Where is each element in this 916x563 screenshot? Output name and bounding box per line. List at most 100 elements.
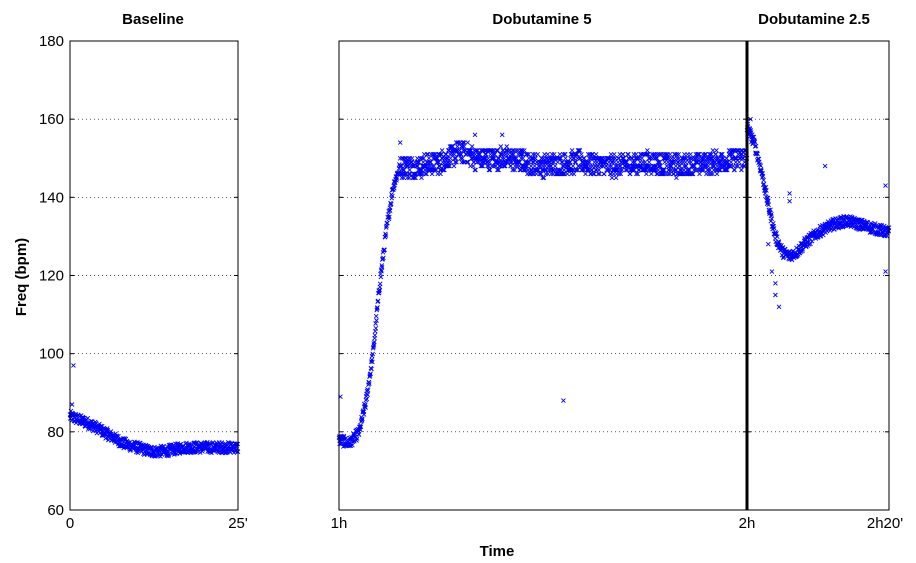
data-point <box>619 167 625 173</box>
data-point <box>677 167 683 173</box>
data-point <box>644 148 650 153</box>
data-point <box>520 155 526 161</box>
data-point <box>489 163 495 169</box>
data-point <box>674 175 679 181</box>
data-point <box>692 163 697 169</box>
data-point <box>610 159 615 165</box>
data-point <box>752 144 758 149</box>
data-point <box>451 151 457 157</box>
data-point <box>459 144 465 149</box>
data-point <box>701 167 706 173</box>
data-point <box>771 225 777 231</box>
data-point <box>519 151 524 157</box>
data-point <box>646 155 652 161</box>
data-point <box>452 159 458 165</box>
data-point <box>800 246 806 252</box>
data-point <box>406 175 412 181</box>
data-point <box>424 151 430 157</box>
data-point <box>515 159 521 165</box>
data-point <box>627 171 633 177</box>
data-point <box>787 198 792 204</box>
data-point <box>656 151 662 157</box>
data-point <box>374 318 379 323</box>
panel-title-baseline: Baseline <box>122 11 184 28</box>
data-point <box>683 163 689 169</box>
data-point <box>482 155 487 161</box>
data-point <box>872 221 878 226</box>
data-point <box>597 171 602 177</box>
data-point <box>651 151 656 157</box>
x-tick-label: 1h <box>331 515 348 532</box>
data-point <box>517 167 523 173</box>
data-point <box>375 305 380 310</box>
data-point <box>883 183 888 188</box>
data-point <box>451 163 457 169</box>
data-point <box>571 171 577 177</box>
data-point <box>752 139 758 145</box>
data-point <box>510 167 516 173</box>
data-point <box>368 371 373 377</box>
data-point <box>724 167 730 173</box>
data-point <box>426 155 432 161</box>
data-point <box>473 167 478 173</box>
data-point <box>585 159 591 165</box>
data-point <box>496 167 501 173</box>
data-point <box>513 148 519 153</box>
data-point <box>458 155 464 161</box>
data-point <box>723 167 729 173</box>
data-point <box>679 171 685 177</box>
data-point <box>709 163 715 169</box>
data-point <box>673 167 679 173</box>
data-point <box>761 181 767 187</box>
data-point <box>460 140 466 145</box>
data-point <box>612 159 617 165</box>
data-point <box>402 171 407 177</box>
data-point <box>482 151 488 157</box>
data-point <box>476 155 481 161</box>
data-point <box>445 159 450 165</box>
data-point <box>719 151 725 157</box>
data-point <box>438 151 444 157</box>
data-point <box>593 151 599 157</box>
data-point <box>618 171 624 177</box>
data-point <box>769 216 775 222</box>
data-point <box>373 325 379 331</box>
y-tick-label: 140 <box>39 189 64 206</box>
data-point <box>370 345 376 351</box>
tick-labels: 0 25' 1h 2h 2h20' 60 80 100 120 140 160 180 <box>39 33 903 532</box>
data-point <box>621 155 627 161</box>
data-point <box>764 188 769 193</box>
data-point <box>706 171 712 177</box>
data-point <box>447 163 452 169</box>
data-point <box>674 151 680 157</box>
data-point <box>399 175 405 181</box>
data-point <box>487 167 493 173</box>
data-point <box>388 201 394 207</box>
data-point <box>469 144 475 149</box>
data-point <box>765 241 771 247</box>
data-point <box>625 163 631 169</box>
data-point <box>687 167 692 173</box>
data-point <box>379 264 385 270</box>
data-point <box>414 163 420 169</box>
data-point <box>688 151 693 157</box>
data-point <box>664 155 670 161</box>
data-point <box>573 159 579 165</box>
data-point <box>769 269 775 274</box>
data-point <box>681 163 687 169</box>
data-point <box>543 155 549 161</box>
data-point <box>526 151 531 157</box>
data-point <box>499 132 505 138</box>
data-point <box>452 155 457 161</box>
data-point <box>617 163 622 169</box>
data-point <box>736 159 742 165</box>
data-point <box>562 151 568 157</box>
data-point <box>518 155 524 161</box>
data-point <box>758 163 764 169</box>
data-point <box>475 159 480 165</box>
data-point <box>859 217 864 223</box>
data-point <box>194 440 200 445</box>
data-point <box>683 159 688 165</box>
data-point <box>415 163 421 169</box>
